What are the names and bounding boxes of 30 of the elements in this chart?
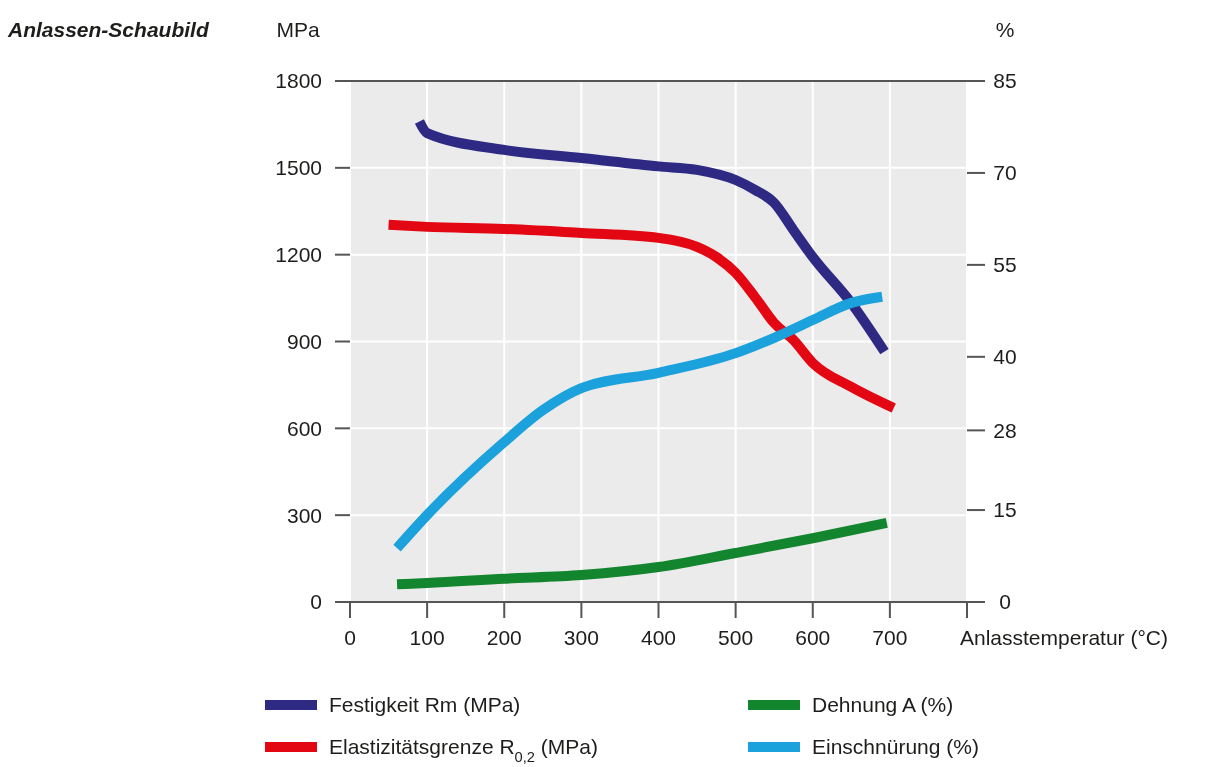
x-tick-label: 100	[409, 626, 445, 649]
y-tick-label: 900	[286, 329, 322, 353]
x-tick-label: 300	[563, 626, 599, 649]
y2-tick-label: 85	[993, 69, 1017, 93]
x-tick-label: 200	[486, 626, 522, 649]
y-tick-label: 1800	[275, 69, 322, 93]
x-axis-title: Anlasstemperatur (°C)	[960, 626, 1168, 649]
y2-tick-label: 55	[993, 253, 1017, 277]
y2-tick-label: 28	[993, 418, 1017, 442]
y2-axis-title: %	[995, 18, 1015, 41]
y-tick-label: 300	[286, 503, 322, 527]
legend-label: Festigkeit Rm (MPa)	[329, 693, 521, 717]
text: Anlassen-Schaubild	[7, 18, 210, 41]
y-tick-label: 1200	[275, 243, 322, 267]
legend-label: Einschnürung (%)	[812, 735, 979, 759]
y2-tick-label: 0	[999, 590, 1011, 614]
x-tick-label: 0	[344, 626, 356, 649]
x-tick-label: 500	[718, 626, 754, 649]
y-tick-label: 600	[286, 416, 322, 440]
x-tick-label: 400	[640, 626, 677, 649]
x-tick-label: 600	[795, 626, 831, 649]
legend-label: Elastizitätsgrenze R$_{0,2}$ (MPa)	[329, 735, 598, 766]
y-axis-title: MPa	[276, 18, 320, 41]
y2-tick-label: 15	[993, 498, 1017, 522]
y-tick-label: 1500	[275, 156, 322, 180]
y-tick-label: 0	[310, 590, 322, 614]
x-tick-label: 700	[872, 626, 908, 649]
y2-tick-label: 40	[993, 345, 1017, 369]
legend-label: Dehnung A (%)	[812, 693, 954, 717]
y2-tick-label: 70	[993, 161, 1017, 185]
